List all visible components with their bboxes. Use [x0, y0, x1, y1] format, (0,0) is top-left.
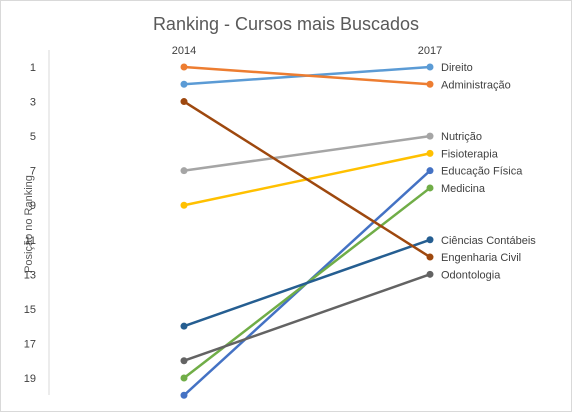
data-point-fisioterapia: [180, 201, 188, 209]
series-line-odontologia: [183, 273, 431, 362]
series-line-ciencias-contabeis: [183, 238, 431, 328]
series-label-administracao: Administração: [441, 79, 511, 91]
series-nutricao: Nutrição: [180, 131, 482, 175]
series-medicina: Medicina: [180, 183, 486, 382]
series-engenharia-civil: Engenharia Civil: [180, 98, 521, 264]
y-tick-label: 17: [24, 338, 36, 350]
data-point-odontologia: [426, 270, 434, 278]
chart-title: Ranking - Cursos mais Buscados: [153, 14, 419, 34]
y-tick-label: 19: [24, 373, 36, 385]
y-tick-label: 3: [30, 97, 36, 109]
data-point-ciencias-contabeis: [426, 236, 434, 244]
series-line-nutricao: [183, 134, 431, 172]
data-point-nutricao: [426, 132, 434, 140]
series-label-ciencias-contabeis: Ciências Contábeis: [441, 235, 536, 247]
series-layer: Direito Administração Nutrição Fisioterapia…: [180, 62, 536, 399]
x-tick-2017: 2017: [418, 45, 442, 57]
y-tick-label: 15: [24, 304, 36, 316]
data-point-fisioterapia: [426, 149, 434, 157]
series-label-fisioterapia: Fisioterapia: [441, 148, 499, 160]
data-point-nutricao: [180, 167, 188, 175]
series-line-administracao: [183, 65, 431, 86]
data-point-direito: [426, 63, 434, 71]
y-axis-label: Posição no Ranking: [23, 175, 35, 273]
y-tick-label: 11: [25, 235, 36, 247]
data-point-ciencias-contabeis: [180, 322, 188, 330]
y-tick-label: 7: [30, 166, 36, 178]
data-point-direito: [180, 80, 188, 88]
x-tick-2014: 2014: [172, 45, 196, 57]
data-point-engenharia-civil: [426, 253, 434, 261]
series-label-nutricao: Nutrição: [441, 131, 482, 143]
y-tick-label: 1: [30, 62, 36, 74]
series-administracao: Administração: [180, 63, 511, 91]
data-point-educacao-fisica: [426, 167, 434, 175]
y-tick-label: 5: [30, 131, 36, 143]
data-point-administracao: [180, 63, 188, 71]
data-point-medicina: [180, 374, 188, 382]
series-label-direito: Direito: [441, 62, 473, 74]
data-point-medicina: [426, 184, 434, 192]
series-ciencias-contabeis: Ciências Contábeis: [180, 235, 536, 330]
series-label-engenharia-civil: Engenharia Civil: [441, 252, 521, 264]
y-tick-label: 13: [24, 269, 36, 281]
series-educacao-fisica: Educação Física: [180, 166, 523, 399]
data-point-educacao-fisica: [180, 391, 188, 399]
series-label-medicina: Medicina: [441, 183, 486, 195]
series-label-odontologia: Odontologia: [441, 269, 501, 281]
data-point-odontologia: [180, 357, 188, 365]
series-odontologia: Odontologia: [180, 269, 501, 365]
series-line-engenharia-civil: [183, 100, 431, 259]
data-point-engenharia-civil: [180, 98, 188, 106]
series-label-educacao-fisica: Educação Física: [441, 166, 523, 178]
data-point-administracao: [426, 80, 434, 88]
y-tick-label: 9: [30, 200, 36, 212]
